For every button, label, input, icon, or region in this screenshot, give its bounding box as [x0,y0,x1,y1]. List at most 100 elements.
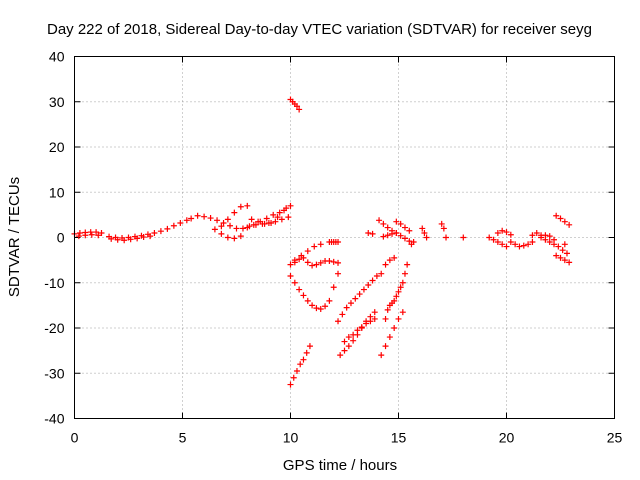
data-point [337,352,344,359]
data-point [350,331,357,338]
series-arc-22h-a [553,212,573,228]
series-arc-14h-e [380,229,400,240]
data-point [250,221,257,228]
series-arc-13h-a [365,229,376,237]
data-point [224,234,231,241]
series-arc-17h-a [438,220,450,241]
data-point [322,303,329,310]
data-point [121,237,128,244]
data-point [561,257,568,264]
data-point [297,361,304,368]
data-point [114,236,121,243]
data-point [371,315,378,322]
series-arc-14h-c [378,254,398,277]
data-point [382,315,389,322]
data-point [376,217,383,224]
data-point [296,286,303,293]
data-point [227,222,234,229]
data-point [440,225,447,232]
data-point [438,220,445,227]
data-point [533,229,540,236]
series-arc-midday-a [188,212,240,232]
series-arc-22h-c [555,243,570,257]
data-point [507,239,514,246]
data-point [317,259,324,266]
data-point [248,216,255,223]
plot-frame [74,56,615,419]
x-tick-labels: 0 5 10 15 20 25 [71,430,623,446]
data-point [287,202,294,209]
data-point [421,229,428,236]
data-point [233,225,240,232]
data-point [313,261,320,268]
grid-lines [74,56,615,419]
data-point [503,243,510,250]
data-point [93,229,100,236]
data-point [261,220,268,227]
data-point [88,231,95,238]
series-arc-12h-a [337,309,378,359]
data-point [220,220,227,227]
data-point [525,241,532,248]
data-point [386,334,393,341]
data-point [339,311,346,318]
data-point [386,257,393,264]
data-point [559,247,566,254]
data-point [507,231,514,238]
data-point [274,214,281,221]
x-tick-label: 15 [391,430,407,446]
data-point [239,225,246,232]
data-point [291,279,298,286]
data-point [358,324,365,331]
series-arc-14h-a [378,309,406,359]
data-point [410,239,417,246]
data-point [499,227,506,234]
data-point [401,224,408,231]
data-point [300,292,307,299]
data-point [304,248,311,255]
series-arc-early-b [75,231,102,240]
data-point [395,315,402,322]
data-point [557,254,564,261]
data-point [326,297,333,304]
series-arc-10h-d [326,239,342,246]
data-points [71,96,573,388]
series-arc-10h-e [287,343,313,388]
data-point [268,220,275,227]
data-point [87,229,94,236]
data-point [369,277,376,284]
data-point [378,352,385,359]
data-point [553,212,560,219]
data-point [313,305,320,312]
series-arc-early-a [71,229,105,237]
y-tick-label: 40 [49,49,65,65]
data-point [237,233,244,240]
data-point [194,212,201,219]
series-arc-morning-a [106,217,190,241]
data-point [404,261,411,268]
data-point [218,223,225,230]
data-point [244,224,251,231]
data-point [218,230,225,237]
data-point [406,238,413,245]
data-point [561,241,568,248]
x-tick-label: 0 [71,430,79,446]
y-tick-labels: -40 -30 -20 -10 0 10 20 30 40 [44,49,64,427]
y-tick-label: 20 [49,139,65,155]
data-point [183,217,190,224]
data-point [555,243,562,250]
data-point [393,293,400,300]
data-point [317,241,324,248]
data-point [380,220,387,227]
data-point [303,349,310,356]
data-point [460,234,467,241]
data-point [529,239,536,246]
data-point [423,234,430,241]
data-point [494,239,501,246]
data-point [393,229,400,236]
data-point [330,258,337,265]
x-tick-label: 5 [179,430,187,446]
data-point [304,259,311,266]
data-point [317,305,324,312]
